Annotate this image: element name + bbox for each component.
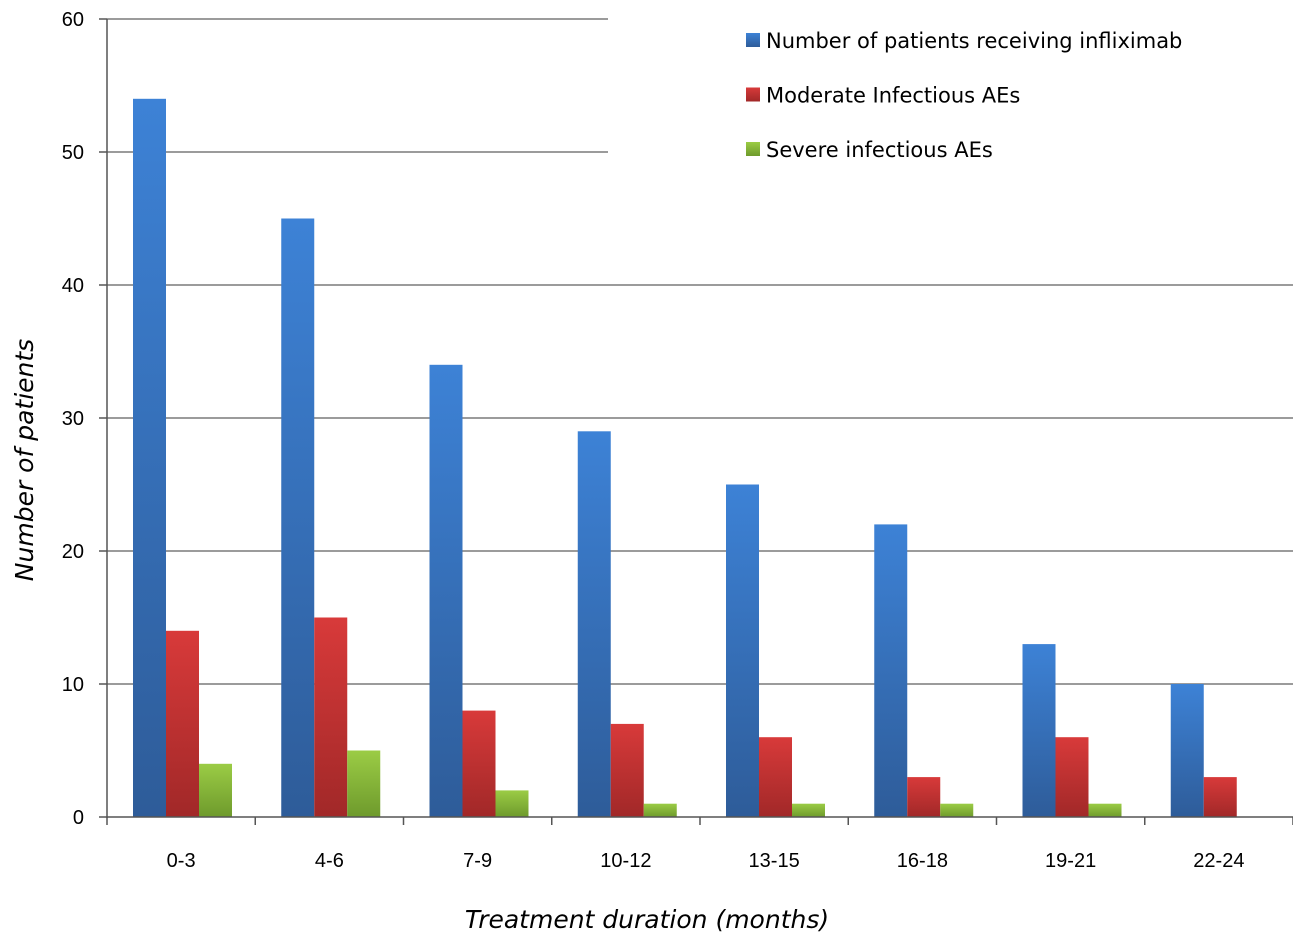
y-axis-title: Number of patients xyxy=(10,339,39,581)
bar xyxy=(462,710,496,817)
bar xyxy=(643,803,677,817)
x-tick-labels: 0-3 4-6 7-9 10-12 13-15 16-18 19-21 22-24 xyxy=(167,850,1245,872)
legend-label: Severe infectious AEs xyxy=(766,138,993,162)
bar xyxy=(1022,644,1056,817)
bar xyxy=(1203,777,1237,817)
bar xyxy=(610,723,644,817)
legend-label: Number of patients receiving infliximab xyxy=(766,29,1182,53)
legend: Number of patients receiving infliximab M… xyxy=(746,29,1182,162)
y-tick-label: 60 xyxy=(62,9,84,31)
bar xyxy=(577,431,611,817)
bar xyxy=(1055,737,1089,817)
bar xyxy=(726,484,759,817)
x-tick-label: 22-24 xyxy=(1193,850,1244,872)
legend-item: Moderate Infectious AEs xyxy=(746,84,1020,108)
legend-swatch xyxy=(746,87,760,102)
x-tick-label: 10-12 xyxy=(600,850,651,872)
legend-swatch xyxy=(746,142,760,156)
y-tick-label: 20 xyxy=(62,541,84,563)
x-tick-label: 16-18 xyxy=(897,850,948,872)
y-tick-labels: 0 10 20 30 40 50 60 xyxy=(62,9,84,829)
y-tick-label: 0 xyxy=(73,807,84,829)
x-axis-title: Treatment duration (months) xyxy=(465,905,829,934)
bar xyxy=(1088,803,1122,817)
bar xyxy=(281,218,315,817)
legend-item: Severe infectious AEs xyxy=(746,138,993,162)
bar xyxy=(874,524,908,817)
bar xyxy=(347,750,381,817)
x-tick-label: 13-15 xyxy=(749,850,800,872)
bar xyxy=(792,803,825,817)
x-tick-label: 0-3 xyxy=(167,850,196,872)
y-tick-label: 10 xyxy=(62,674,84,696)
x-tick-label: 19-21 xyxy=(1045,850,1096,872)
x-tick-label: 7-9 xyxy=(463,850,492,872)
y-tick-label: 50 xyxy=(62,142,84,164)
bar xyxy=(429,364,463,817)
bar xyxy=(199,763,232,817)
axes xyxy=(99,18,1293,825)
bar xyxy=(759,737,792,817)
bar xyxy=(166,630,199,817)
bar xyxy=(133,98,166,818)
bar xyxy=(314,617,348,817)
bar xyxy=(1170,684,1204,817)
x-tick-label: 4-6 xyxy=(315,850,344,872)
legend-label: Moderate Infectious AEs xyxy=(766,84,1020,108)
bar xyxy=(907,777,941,817)
legend-swatch xyxy=(746,33,760,47)
y-tick-label: 30 xyxy=(62,408,84,430)
bar xyxy=(495,790,529,817)
legend-item: Number of patients receiving infliximab xyxy=(746,29,1182,53)
bar xyxy=(940,803,974,817)
y-tick-label: 40 xyxy=(62,275,84,297)
bars xyxy=(133,98,1237,818)
